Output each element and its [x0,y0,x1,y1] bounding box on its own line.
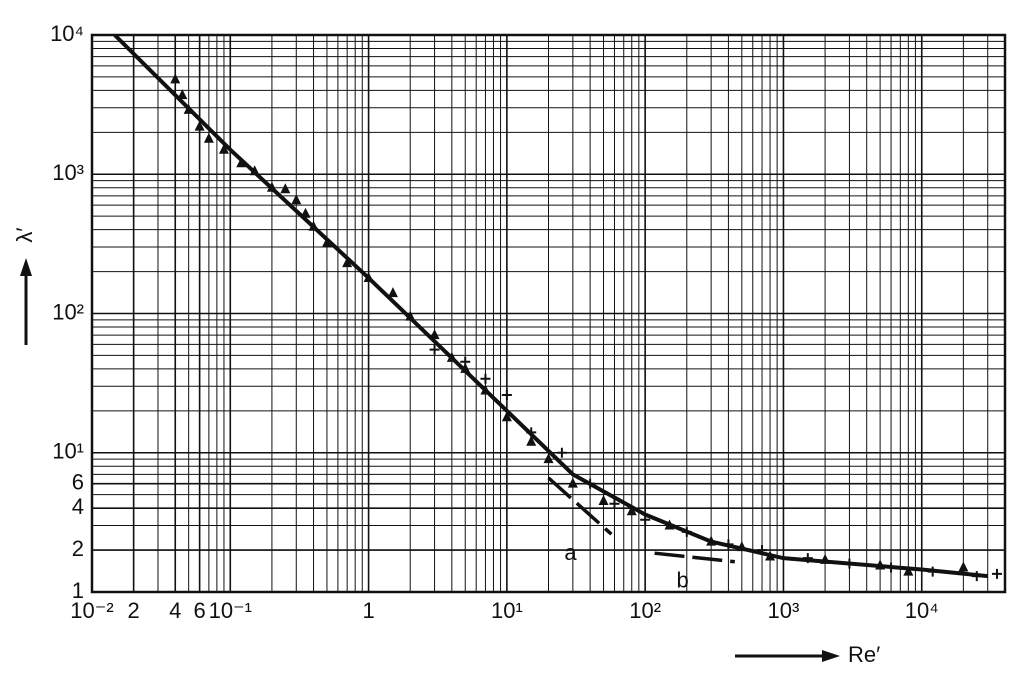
y-tick-label: 10² [52,299,84,324]
triangle-point [903,565,914,576]
x-tick-label: 6 [193,598,205,623]
triangle-point [342,257,353,268]
y-tick-label: 2 [72,536,84,561]
triangle-point [249,165,260,176]
triangle-point [820,553,831,564]
plus-point [429,344,440,355]
triangle-point [446,351,457,362]
plus-point [802,553,813,564]
plus-point [609,498,620,509]
x-tick-label: 2 [128,598,140,623]
plus-point [723,539,734,550]
triangle-point [405,310,416,321]
asymptote-line [547,476,613,536]
x-tick-label: 10¹ [491,598,523,623]
plus-point [886,562,897,573]
triangle-point [875,559,886,570]
triangle-point [598,495,609,506]
x-axis-label: Re′ [848,642,880,667]
y-arrow-head [20,258,32,276]
plus-point [460,356,471,367]
x-tick-label: 4 [169,598,181,623]
triangle-point [280,183,291,194]
triangle-point [177,89,188,100]
triangle-point [626,505,637,516]
triangle-point [183,103,194,114]
x-tick-label: 10² [629,598,661,623]
plus-point [556,447,567,458]
x-tick-label: 10⁴ [905,598,939,623]
x-arrow-head [822,650,840,662]
triangle-point [218,143,229,154]
plus-point [757,545,768,556]
asymptote-label: a [564,540,577,565]
triangle-point [170,73,181,84]
triangle-point [765,550,776,561]
plus-point [526,427,537,438]
triangle-point [308,220,319,231]
plus-point [480,373,491,384]
triangle-point [203,132,214,143]
triangle-point [429,329,440,340]
triangle-point [664,519,675,530]
y-tick-label: 10³ [52,160,84,185]
triangle-point [291,194,302,205]
x-tick-label: 10⁻² [70,598,113,623]
triangle-point [194,120,205,131]
plus-point [991,568,1002,579]
triangle-point [501,411,512,422]
triangle-point [387,287,398,298]
y-tick-label: 10⁴ [50,21,84,46]
triangle-point [480,384,491,395]
triangle-point [236,157,247,168]
plus-point [681,526,692,537]
x-tick-label: 1 [362,598,374,623]
triangle-point [460,362,471,373]
plus-point [844,558,855,569]
triangle-point [321,237,332,248]
x-tick-label: 10³ [768,598,800,623]
triangle-point [266,181,277,192]
triangle-point [706,535,717,546]
y-tick-label: 10¹ [52,439,84,464]
y-axis-label: λ′ [12,227,37,242]
plus-point [927,566,938,577]
y-tick-label: 4 [72,494,84,519]
triangle-point [300,207,311,218]
triangle-point [526,435,537,446]
triangle-point [736,541,747,552]
asymptote-label: b [677,568,689,593]
y-tick-label: 6 [72,469,84,494]
x-tick-label: 10⁻¹ [209,598,252,623]
triangle-point [363,271,374,282]
y-tick-label: 1 [72,578,84,603]
asymptote-line [654,551,736,564]
triangle-point [958,561,969,572]
plus-point [585,478,596,489]
triangle-point [567,477,578,488]
plus-point [640,514,651,525]
triangle-point [543,453,554,464]
plus-point [501,389,512,400]
plus-point [971,571,982,582]
